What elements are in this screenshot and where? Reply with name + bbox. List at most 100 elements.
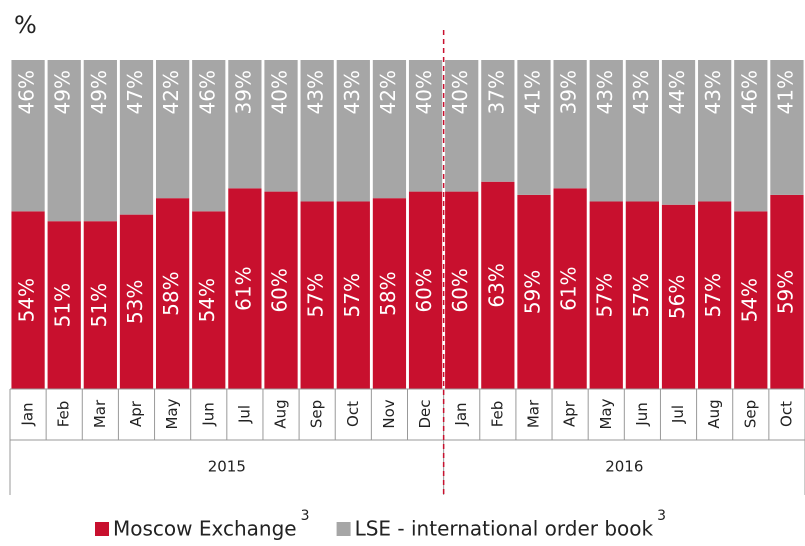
bar-segment (625, 201, 660, 389)
bar-segment (698, 60, 732, 202)
bar-segment (119, 214, 154, 389)
bar-segment (47, 221, 81, 389)
bar-segment (372, 198, 407, 389)
bar-segment (517, 60, 551, 195)
x-tick-label: Apr (127, 400, 145, 427)
bar-segment (300, 201, 334, 389)
value-label: 54% (195, 278, 219, 322)
value-label: 46% (195, 70, 219, 114)
value-label: 41% (520, 70, 544, 114)
value-label: 46% (737, 70, 761, 114)
bar-segment (11, 211, 45, 389)
value-label: 59% (520, 270, 544, 314)
bar-segment (336, 60, 370, 202)
x-tick-label: Jul (235, 405, 253, 424)
value-label: 43% (593, 70, 617, 114)
x-tick-label: Jun (633, 402, 651, 426)
bar-segment (192, 211, 226, 389)
value-label: 53% (123, 280, 147, 324)
x-tick-label: Dec (416, 399, 434, 428)
bar-segment (228, 188, 262, 389)
value-label: 46% (15, 70, 39, 114)
group-label: 2015 (208, 458, 246, 476)
legend-swatch (95, 522, 109, 536)
bar-segment (553, 60, 587, 189)
value-label: 59% (773, 270, 797, 314)
bar-segment (372, 60, 407, 199)
legend-label: LSE - international order book (355, 517, 654, 541)
value-label: 60% (268, 268, 292, 312)
x-tick-label: Feb (55, 401, 73, 428)
bar-segment (770, 60, 804, 195)
legend-superscript: 3 (301, 508, 310, 524)
value-label: 39% (557, 70, 581, 114)
x-tick-label: Jan (19, 402, 37, 426)
value-label: 49% (51, 70, 75, 114)
value-label: 63% (484, 263, 508, 307)
value-label: 57% (304, 273, 328, 317)
value-label: 39% (231, 70, 255, 114)
x-tick-label: Oct (344, 401, 362, 427)
y-label: % (14, 11, 37, 39)
value-label: 37% (484, 70, 508, 114)
value-label: 43% (304, 70, 328, 114)
bar-segment (408, 60, 443, 192)
x-tick-label: Aug (272, 399, 290, 428)
value-label: 44% (665, 70, 689, 114)
bar-segment (734, 211, 768, 389)
bar-segment (481, 181, 515, 389)
legend-swatch (336, 522, 351, 536)
value-label: 57% (629, 273, 653, 317)
group-label: 2016 (605, 458, 643, 476)
value-label: 47% (123, 70, 147, 114)
value-label: 41% (773, 70, 797, 114)
bar-segment (336, 201, 370, 389)
bar-segment (445, 191, 479, 389)
value-label: 61% (557, 266, 581, 310)
bar-segment (481, 60, 515, 182)
x-tick-label: Jan (452, 402, 470, 426)
value-label: 43% (701, 70, 725, 114)
value-label: 57% (701, 273, 725, 317)
x-tick-label: Aug (705, 399, 723, 428)
value-label: 54% (737, 278, 761, 322)
bar-segment (408, 191, 443, 389)
x-tick-label: May (597, 398, 615, 429)
x-tick-label: Jul (669, 405, 687, 424)
bar-segment (47, 60, 81, 222)
legend-label: Moscow Exchange (113, 517, 297, 541)
x-tick-label: Sep (741, 400, 759, 428)
value-label: 43% (340, 70, 364, 114)
value-label: 61% (231, 266, 255, 310)
bar-segment (589, 60, 623, 202)
bar-segment (698, 201, 732, 389)
value-label: 58% (376, 271, 400, 315)
value-label: 58% (159, 271, 183, 315)
value-label: 51% (87, 283, 111, 327)
bar-segment (661, 204, 696, 389)
x-tick-label: Apr (561, 400, 579, 427)
legend-superscript: 3 (657, 508, 666, 524)
bar-segment (625, 60, 660, 202)
bar-segment (445, 60, 479, 192)
value-label: 49% (87, 70, 111, 114)
value-label: 57% (340, 273, 364, 317)
x-tick-label: Oct (777, 401, 795, 427)
value-label: 40% (412, 70, 436, 114)
bar-segment (192, 60, 226, 212)
value-label: 56% (665, 275, 689, 319)
bar-segment (589, 201, 623, 389)
value-label: 42% (159, 70, 183, 114)
value-label: 40% (448, 70, 472, 114)
bar-segment (11, 60, 45, 212)
bar-segment (228, 60, 262, 189)
x-tick-label: Mar (91, 399, 109, 428)
value-label: 54% (15, 278, 39, 322)
value-label: 60% (412, 268, 436, 312)
value-label: 43% (629, 70, 653, 114)
bar-segment (83, 221, 117, 389)
bar-segment (734, 60, 768, 212)
bar-segment (83, 60, 117, 222)
bar-segment (661, 60, 696, 205)
